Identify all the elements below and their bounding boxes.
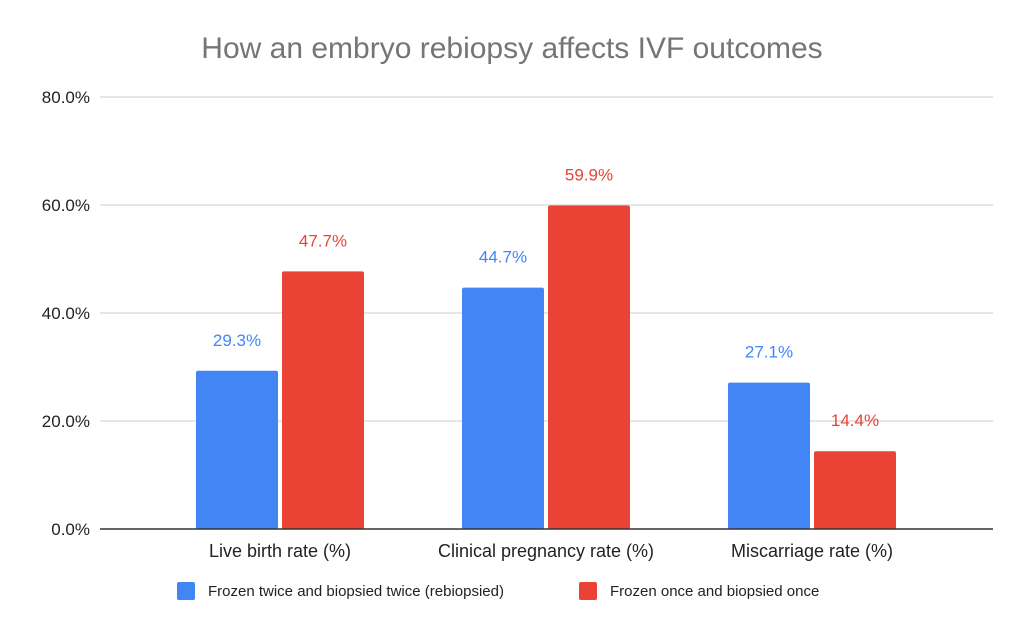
y-tick-label: 0.0% — [51, 520, 90, 539]
bar — [196, 370, 278, 529]
data-label: 27.1% — [745, 343, 793, 362]
chart-title: How an embryo rebiopsy affects IVF outco… — [201, 32, 822, 65]
data-label: 47.7% — [299, 231, 347, 250]
x-category-label: Live birth rate (%) — [209, 541, 351, 561]
data-label: 14.4% — [831, 411, 879, 430]
x-category-label: Clinical pregnancy rate (%) — [438, 541, 654, 561]
legend-label: Frozen once and biopsied once — [610, 583, 819, 600]
bar — [728, 382, 810, 529]
y-tick-label: 20.0% — [42, 412, 90, 431]
bar — [282, 271, 364, 529]
y-tick-label: 80.0% — [42, 88, 90, 107]
bar — [462, 287, 544, 529]
legend: Frozen twice and biopsied twice (rebiops… — [177, 582, 819, 600]
y-axis-ticks: 0.0% 20.0% 40.0% 60.0% 80.0% — [42, 88, 90, 539]
data-labels: 29.3% 44.7% 27.1% 47.7% 59.9% 14.4% — [213, 166, 879, 431]
bars — [196, 205, 896, 530]
x-category-label: Miscarriage rate (%) — [731, 541, 893, 561]
gridlines — [100, 96, 993, 422]
bar — [548, 205, 630, 530]
y-tick-label: 60.0% — [42, 196, 90, 215]
legend-label: Frozen twice and biopsied twice (rebiops… — [208, 583, 504, 600]
y-tick-label: 40.0% — [42, 304, 90, 323]
bar — [814, 451, 896, 529]
data-label: 59.9% — [565, 166, 613, 185]
data-label: 29.3% — [213, 331, 261, 350]
legend-swatch — [177, 582, 195, 600]
data-label: 44.7% — [479, 248, 527, 267]
x-axis-categories: Live birth rate (%) Clinical pregnancy ra… — [209, 541, 893, 561]
legend-swatch — [579, 582, 597, 600]
